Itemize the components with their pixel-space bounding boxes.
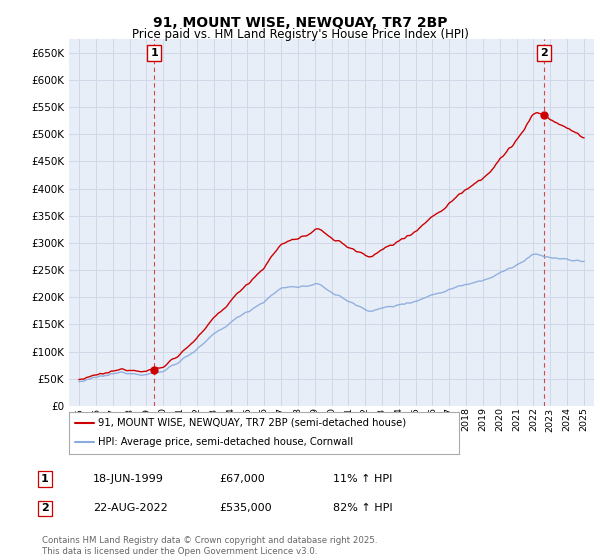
- Text: Price paid vs. HM Land Registry's House Price Index (HPI): Price paid vs. HM Land Registry's House …: [131, 28, 469, 41]
- Text: 22-AUG-2022: 22-AUG-2022: [93, 503, 168, 514]
- Text: 82% ↑ HPI: 82% ↑ HPI: [333, 503, 392, 514]
- Text: 91, MOUNT WISE, NEWQUAY, TR7 2BP (semi-detached house): 91, MOUNT WISE, NEWQUAY, TR7 2BP (semi-d…: [98, 418, 406, 428]
- Text: 18-JUN-1999: 18-JUN-1999: [93, 474, 164, 484]
- Text: 1: 1: [150, 48, 158, 58]
- Text: 91, MOUNT WISE, NEWQUAY, TR7 2BP: 91, MOUNT WISE, NEWQUAY, TR7 2BP: [153, 16, 447, 30]
- Text: 1: 1: [41, 474, 49, 484]
- Text: £67,000: £67,000: [219, 474, 265, 484]
- Text: HPI: Average price, semi-detached house, Cornwall: HPI: Average price, semi-detached house,…: [98, 437, 353, 447]
- Text: 2: 2: [41, 503, 49, 514]
- Text: Contains HM Land Registry data © Crown copyright and database right 2025.
This d: Contains HM Land Registry data © Crown c…: [42, 536, 377, 556]
- Text: 11% ↑ HPI: 11% ↑ HPI: [333, 474, 392, 484]
- Text: 2: 2: [540, 48, 548, 58]
- Text: £535,000: £535,000: [219, 503, 272, 514]
